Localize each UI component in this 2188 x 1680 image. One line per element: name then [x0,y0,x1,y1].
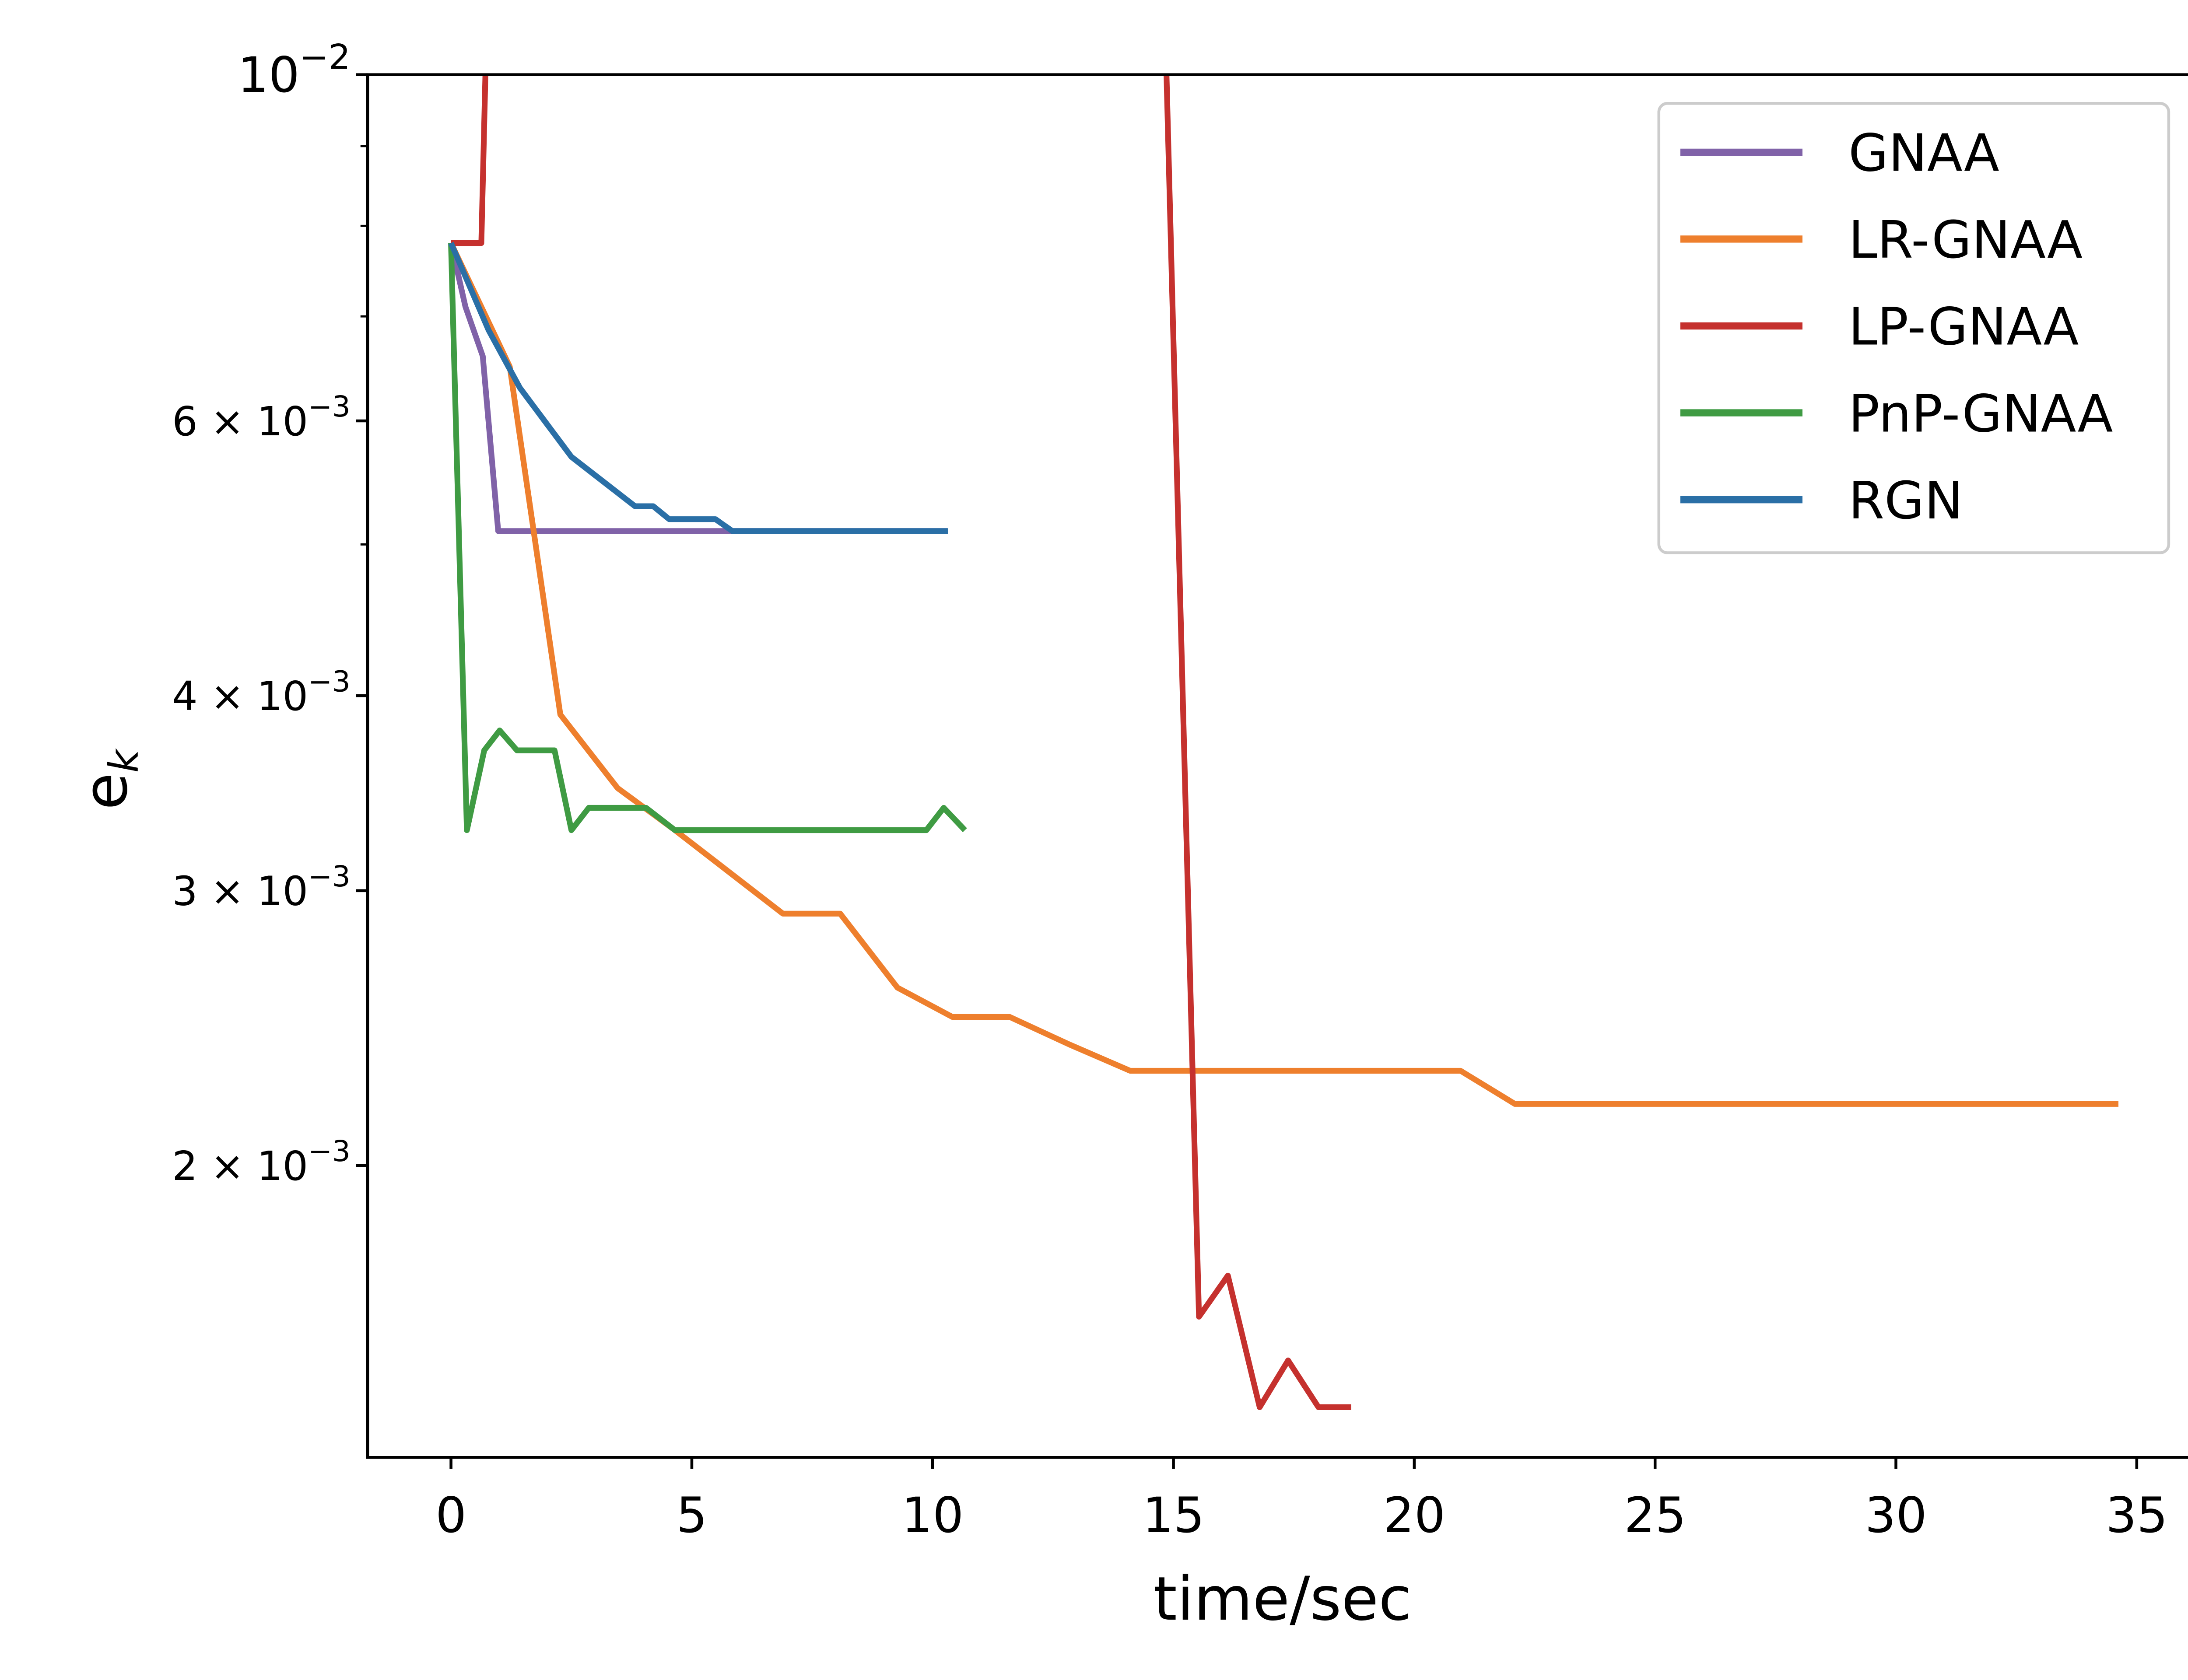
series-line [448,242,947,534]
x-tick-label: 10 [901,1487,964,1544]
legend-label: RGN [1848,470,1963,531]
y-tick-label: 2 × 10−3 [172,1135,351,1190]
y-tick-label-exponent: −2 [300,37,351,77]
plot-area [448,74,2119,1410]
y-tick-label-exponent: −3 [308,1135,351,1168]
axes-frame [366,73,2188,1459]
x-tick-label: 25 [1624,1487,1686,1544]
y-tick-label: 10−2 [238,37,351,104]
x-tick-label: 0 [435,1487,466,1544]
y-axis-label-sub: k [101,748,147,773]
y-tick-label-base: 4 × 10 [172,673,308,720]
series-line [448,242,2119,1107]
y-axis-label: ek [70,748,147,810]
y-tick-label-exponent: −3 [308,390,351,424]
series-line [448,243,967,833]
y-tick-label-base: 2 × 10 [172,1143,308,1190]
legend-label: PnP-GNAA [1848,383,2113,444]
x-tick-label: 15 [1143,1487,1205,1544]
legend-label: LR-GNAA [1848,210,2083,270]
x-tick-label: 5 [676,1487,707,1544]
x-tick-label: 20 [1383,1487,1445,1544]
y-tick-label-exponent: −3 [308,860,351,893]
x-tick-label: 35 [2106,1487,2168,1544]
y-tick-label: 4 × 10−3 [172,665,351,720]
legend-box [1657,102,2170,554]
legend-label: LP-GNAA [1848,297,2079,357]
x-axis-label: time/sec [1154,1564,1412,1634]
y-tick-label: 3 × 10−3 [172,860,351,915]
series-line [451,74,1351,1410]
legend-label: GNAA [1848,123,1999,183]
y-tick-label: 6 × 10−3 [172,390,351,445]
series-line [448,242,948,534]
y-tick-label-base: 10 [238,47,300,104]
y-tick-label-base: 6 × 10 [172,398,308,445]
y-axis-label-base: e [70,773,141,810]
y-tick-label-base: 3 × 10 [172,868,308,915]
x-tick-label: 30 [1865,1487,1927,1544]
y-tick-label-exponent: −3 [308,665,351,698]
